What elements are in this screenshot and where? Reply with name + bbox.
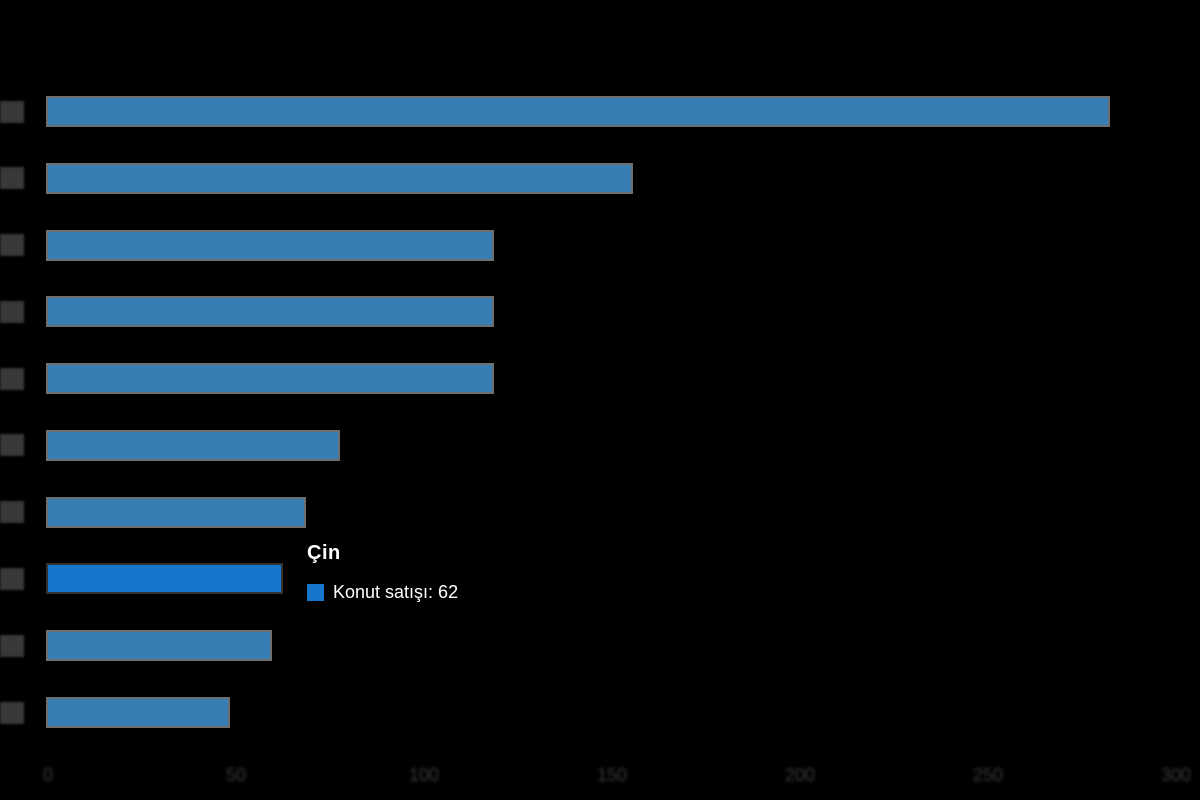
bar[interactable] bbox=[46, 296, 494, 328]
x-axis-tick-label: 250 bbox=[972, 765, 1004, 785]
x-axis-tick-label: 100 bbox=[408, 765, 440, 785]
y-axis-category-label bbox=[0, 434, 24, 457]
y-axis-category-label bbox=[0, 634, 24, 657]
tooltip: Çin Konut satışı: 62 bbox=[307, 542, 458, 603]
tooltip-title: Çin bbox=[307, 542, 341, 564]
bar-highlighted[interactable] bbox=[46, 563, 284, 595]
x-axis-tick-label: 50 bbox=[225, 765, 247, 785]
x-axis-tick-label: 300 bbox=[1160, 765, 1192, 785]
bar[interactable] bbox=[46, 96, 1111, 127]
y-axis-category-label bbox=[0, 300, 24, 323]
x-axis-tick-label: 200 bbox=[784, 765, 816, 785]
bar[interactable] bbox=[46, 429, 340, 461]
y-axis-category-label bbox=[0, 234, 24, 257]
tooltip-series-swatch-icon bbox=[307, 584, 324, 601]
y-axis-category-label bbox=[0, 367, 24, 390]
x-axis-tick-label: 0 bbox=[42, 765, 54, 785]
tooltip-value-text: Konut satışı: 62 bbox=[333, 582, 459, 602]
y-axis-category-label bbox=[0, 100, 24, 123]
bar[interactable] bbox=[46, 697, 231, 729]
bar[interactable] bbox=[46, 496, 306, 528]
x-axis-tick-label: 150 bbox=[596, 765, 628, 785]
y-axis-category-label bbox=[0, 167, 24, 190]
bar[interactable] bbox=[46, 630, 272, 662]
bar[interactable] bbox=[46, 363, 494, 395]
y-axis-category-label bbox=[0, 701, 24, 724]
bar[interactable] bbox=[46, 162, 633, 194]
y-axis-category-label: Çin bbox=[0, 567, 24, 590]
y-axis-category-label bbox=[0, 501, 24, 524]
bar[interactable] bbox=[46, 229, 494, 261]
